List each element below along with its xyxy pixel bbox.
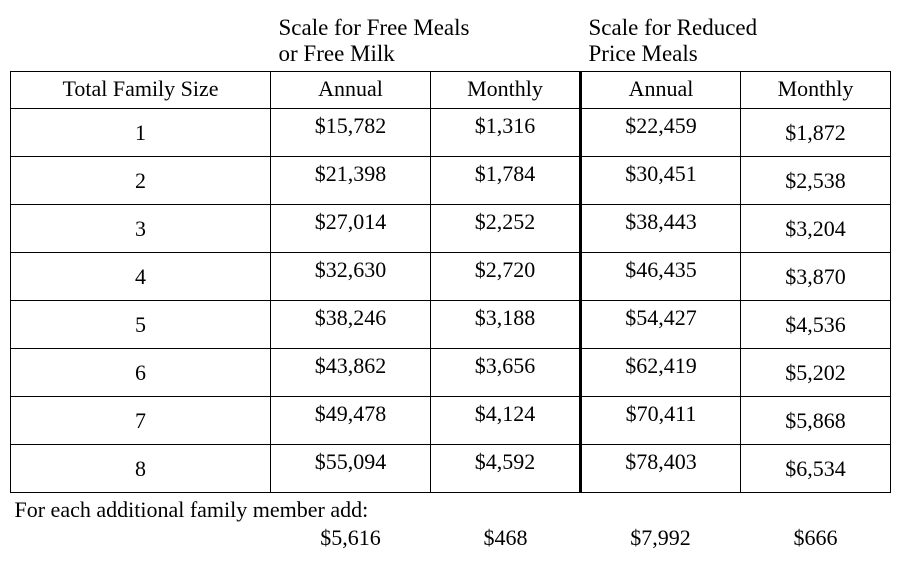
income-eligibility-table: Scale for Free Meals or Free Milk Scale … [10, 15, 891, 551]
table-row: 3 $27,014 $2,252 $38,443 $3,204 [11, 205, 891, 253]
family-size-cell: 2 [11, 157, 271, 205]
reduced-annual-cell: $22,459 [581, 109, 741, 157]
family-size-cell: 3 [11, 205, 271, 253]
table-row: 2 $21,398 $1,784 $30,451 $2,538 [11, 157, 891, 205]
reduced-monthly-cell: $2,538 [741, 157, 891, 205]
reduced-monthly-cell: $5,202 [741, 349, 891, 397]
table-row: 8 $55,094 $4,592 $78,403 $6,534 [11, 445, 891, 493]
free-annual-cell: $21,398 [271, 157, 431, 205]
reduced-monthly-cell: $6,534 [741, 445, 891, 493]
footer-reduced-annual: $7,992 [581, 523, 741, 551]
table-row: 5 $38,246 $3,188 $54,427 $4,536 [11, 301, 891, 349]
reduced-scale-header: Scale for Reduced Price Meals [581, 15, 891, 72]
free-monthly-cell: $4,592 [431, 445, 581, 493]
scale-header-row: Scale for Free Meals or Free Milk Scale … [11, 15, 891, 72]
reduced-annual-cell: $30,451 [581, 157, 741, 205]
footer-label: For each additional family member add: [11, 493, 891, 524]
free-monthly-cell: $2,252 [431, 205, 581, 253]
free-annual-cell: $15,782 [271, 109, 431, 157]
reduced-annual-cell: $46,435 [581, 253, 741, 301]
free-monthly-header: Monthly [431, 72, 581, 109]
reduced-monthly-cell: $1,872 [741, 109, 891, 157]
free-annual-cell: $27,014 [271, 205, 431, 253]
free-scale-header: Scale for Free Meals or Free Milk [271, 15, 581, 72]
free-annual-header: Annual [271, 72, 431, 109]
free-monthly-cell: $3,188 [431, 301, 581, 349]
free-monthly-cell: $4,124 [431, 397, 581, 445]
reduced-monthly-cell: $5,868 [741, 397, 891, 445]
family-size-cell: 7 [11, 397, 271, 445]
table-row: 1 $15,782 $1,316 $22,459 $1,872 [11, 109, 891, 157]
table-row: 4 $32,630 $2,720 $46,435 $3,870 [11, 253, 891, 301]
reduced-annual-cell: $62,419 [581, 349, 741, 397]
free-annual-cell: $49,478 [271, 397, 431, 445]
family-size-cell: 5 [11, 301, 271, 349]
reduced-annual-cell: $54,427 [581, 301, 741, 349]
free-annual-cell: $32,630 [271, 253, 431, 301]
free-annual-cell: $43,862 [271, 349, 431, 397]
table-row: 6 $43,862 $3,656 $62,419 $5,202 [11, 349, 891, 397]
free-monthly-cell: $1,784 [431, 157, 581, 205]
footer-reduced-monthly: $666 [741, 523, 891, 551]
family-size-cell: 6 [11, 349, 271, 397]
free-scale-line2: or Free Milk [279, 41, 395, 66]
family-size-header: Total Family Size [11, 72, 271, 109]
table-row: 7 $49,478 $4,124 $70,411 $5,868 [11, 397, 891, 445]
reduced-annual-cell: $38,443 [581, 205, 741, 253]
column-header-row: Total Family Size Annual Monthly Annual … [11, 72, 891, 109]
reduced-monthly-cell: $3,870 [741, 253, 891, 301]
free-annual-cell: $38,246 [271, 301, 431, 349]
free-monthly-cell: $1,316 [431, 109, 581, 157]
family-size-cell: 4 [11, 253, 271, 301]
free-monthly-cell: $2,720 [431, 253, 581, 301]
family-size-cell: 1 [11, 109, 271, 157]
reduced-monthly-cell: $3,204 [741, 205, 891, 253]
free-annual-cell: $55,094 [271, 445, 431, 493]
reduced-annual-header: Annual [581, 72, 741, 109]
family-size-cell: 8 [11, 445, 271, 493]
footer-label-row: For each additional family member add: [11, 493, 891, 524]
footer-values-row: $5,616 $468 $7,992 $666 [11, 523, 891, 551]
footer-free-monthly: $468 [431, 523, 581, 551]
reduced-scale-line1: Scale for Reduced [589, 15, 758, 40]
reduced-annual-cell: $70,411 [581, 397, 741, 445]
reduced-monthly-cell: $4,536 [741, 301, 891, 349]
free-scale-line1: Scale for Free Meals [279, 15, 470, 40]
reduced-monthly-header: Monthly [741, 72, 891, 109]
footer-free-annual: $5,616 [271, 523, 431, 551]
reduced-scale-line2: Price Meals [589, 41, 698, 66]
reduced-annual-cell: $78,403 [581, 445, 741, 493]
free-monthly-cell: $3,656 [431, 349, 581, 397]
